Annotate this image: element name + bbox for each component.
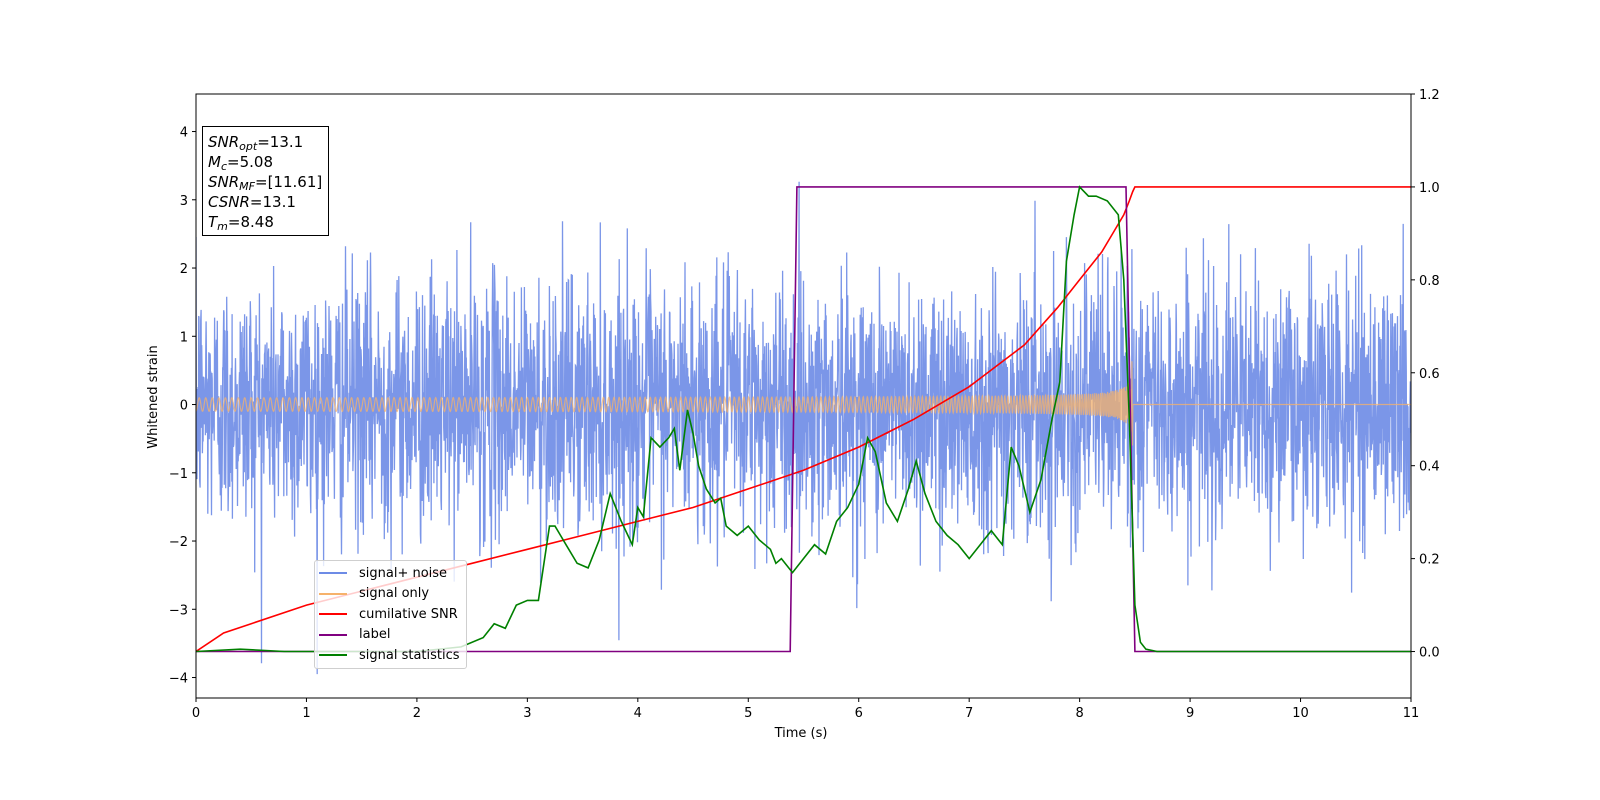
legend-label: label bbox=[359, 627, 391, 643]
y-left-tick-label: −1 bbox=[169, 467, 188, 482]
x-tick-label: 7 bbox=[965, 706, 973, 721]
legend-item: cumilative SNR bbox=[319, 604, 460, 625]
tm-value: 8.48 bbox=[240, 213, 274, 231]
legend-swatch bbox=[319, 654, 347, 657]
axes-frame bbox=[195, 93, 1412, 699]
y-left-tick-label: 4 bbox=[180, 126, 188, 141]
info-annotation-box: SNRopt=13.1 Mc=5.08 SNRMF=[11.61] CSNR=1… bbox=[202, 126, 330, 236]
legend-label: cumilative SNR bbox=[359, 606, 458, 622]
x-tick-label: 2 bbox=[413, 706, 421, 721]
signal-noise-line bbox=[196, 181, 1411, 675]
y-right-tick-label: 0.8 bbox=[1419, 274, 1440, 289]
legend-label: signal+ noise bbox=[359, 565, 448, 581]
x-tick-label: 4 bbox=[634, 706, 642, 721]
y-axis-label: Whitened strain bbox=[146, 345, 161, 448]
y-left-tick-label: 3 bbox=[180, 194, 188, 209]
x-tick-label: 9 bbox=[1186, 706, 1194, 721]
y-right-tick-label: 0.2 bbox=[1419, 553, 1440, 568]
legend-swatch bbox=[319, 572, 347, 575]
y-left-tick-label: −4 bbox=[169, 672, 188, 687]
x-tick-label: 5 bbox=[744, 706, 752, 721]
y-left-tick-label: 1 bbox=[180, 330, 188, 345]
tm-annotation: Tm=8.48 bbox=[208, 213, 274, 233]
legend-item: signal statistics bbox=[319, 645, 460, 666]
x-tick-label: 8 bbox=[1075, 706, 1083, 721]
signal-only-line bbox=[196, 361, 1411, 446]
snr-mf-value: [11.61] bbox=[267, 173, 323, 191]
legend-item: signal only bbox=[319, 584, 460, 605]
x-axis-ticks: 0 1 2 3 4 5 6 7 8 9 10 11 bbox=[192, 698, 1419, 721]
x-axis-label: Time (s) bbox=[774, 726, 828, 741]
legend-item: signal+ noise bbox=[319, 563, 460, 584]
y-right-tick-label: 1.2 bbox=[1419, 88, 1440, 103]
y-left-tick-label: 0 bbox=[180, 399, 188, 414]
legend-swatch bbox=[319, 613, 347, 616]
csnr-annotation: CSNR=13.1 bbox=[208, 193, 296, 211]
x-tick-label: 0 bbox=[192, 706, 200, 721]
y-right-tick-label: 1.0 bbox=[1419, 181, 1440, 196]
mc-value: 5.08 bbox=[239, 153, 273, 171]
x-tick-label: 1 bbox=[302, 706, 310, 721]
legend-swatch bbox=[319, 633, 347, 636]
y-left-tick-label: −3 bbox=[169, 603, 188, 618]
y-axis-left-ticks: −4 −3 −2 −1 0 1 2 3 4 bbox=[169, 126, 196, 687]
y-right-tick-label: 0.0 bbox=[1419, 646, 1440, 661]
signal-statistics-line bbox=[196, 185, 1411, 653]
snr-mf-annotation: SNRMF=[11.61] bbox=[208, 173, 323, 193]
snr-opt-annotation: SNRopt=13.1 bbox=[208, 133, 304, 153]
legend-label: signal only bbox=[359, 586, 430, 602]
y-right-tick-label: 0.4 bbox=[1419, 460, 1440, 475]
legend: signal+ noise signal only cumilative SNR… bbox=[314, 560, 467, 669]
snr-opt-value: 13.1 bbox=[269, 133, 304, 151]
x-tick-label: 3 bbox=[523, 706, 531, 721]
legend-swatch bbox=[319, 592, 347, 595]
legend-item: label bbox=[319, 625, 460, 646]
x-tick-label: 11 bbox=[1403, 706, 1420, 721]
y-right-tick-label: 0.6 bbox=[1419, 367, 1440, 382]
y-axis-right-ticks: 0.0 0.2 0.4 0.6 0.8 1.0 1.2 bbox=[1411, 88, 1440, 661]
x-tick-label: 10 bbox=[1292, 706, 1309, 721]
mc-annotation: Mc=5.08 bbox=[208, 153, 273, 173]
y-left-tick-label: −2 bbox=[169, 535, 188, 550]
x-tick-label: 6 bbox=[855, 706, 863, 721]
y-left-tick-label: 2 bbox=[180, 262, 188, 277]
legend-label: signal statistics bbox=[359, 647, 460, 663]
csnr-value: 13.1 bbox=[262, 193, 296, 211]
